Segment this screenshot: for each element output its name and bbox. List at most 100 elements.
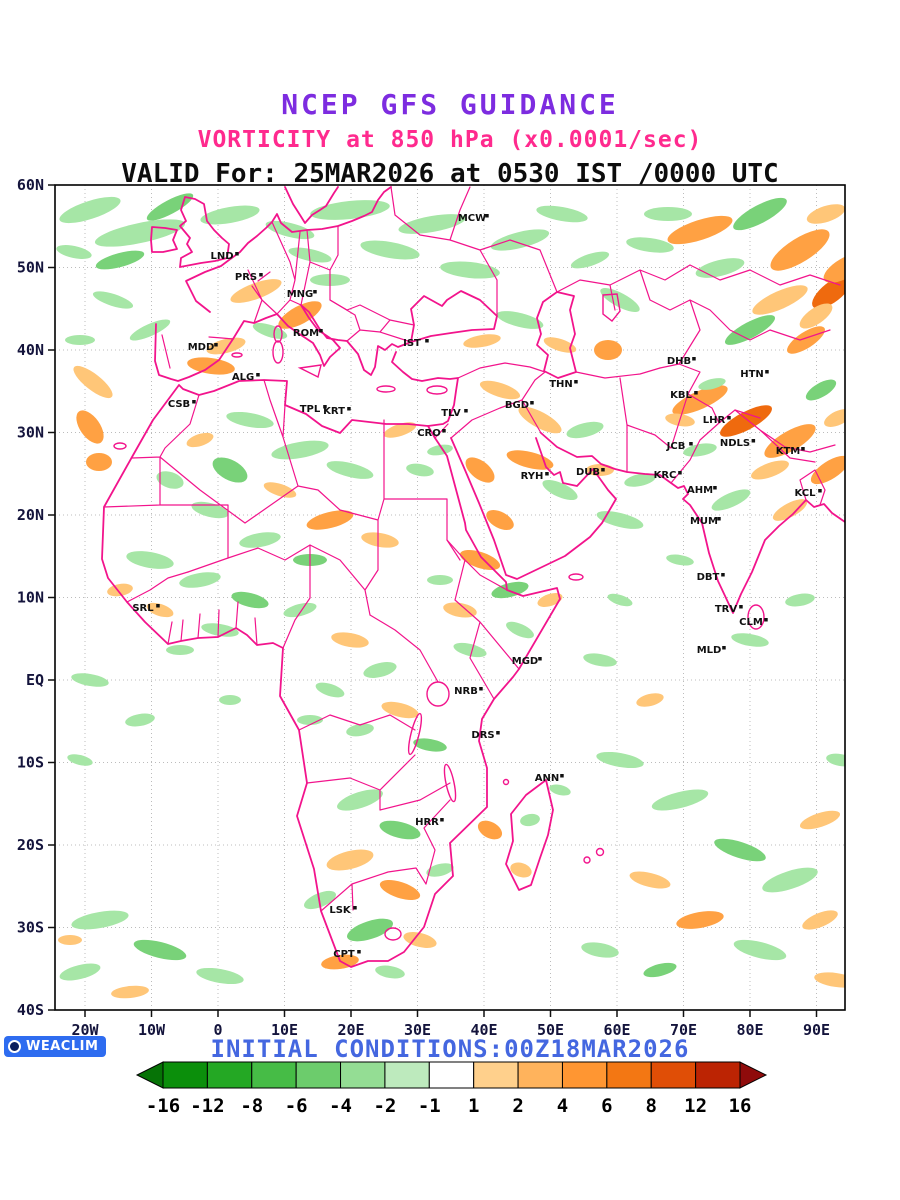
vorticity-blob xyxy=(427,575,453,585)
vorticity-blob xyxy=(231,591,269,609)
colorbar-tick-label: 12 xyxy=(684,1095,707,1117)
vorticity-blob xyxy=(629,871,671,889)
colorbar-right-arrow xyxy=(739,1061,768,1089)
colorbar-segment xyxy=(206,1061,253,1089)
lat-tick-label: 30N xyxy=(17,424,44,442)
city-marker xyxy=(545,472,549,476)
lake-victoria xyxy=(426,681,450,707)
lon-tick-label: 60E xyxy=(603,1021,630,1039)
colorbar-tick-label: -16 xyxy=(146,1095,180,1117)
lon-tick-label: 80E xyxy=(736,1021,763,1039)
initial-conditions-line: INITIAL CONDITIONS:00Z18MAR2026 xyxy=(210,1035,690,1063)
vorticity-blob xyxy=(179,572,221,588)
vorticity-blob xyxy=(453,642,487,658)
coast-levant xyxy=(391,351,459,427)
vorticity-blob xyxy=(73,365,113,399)
coast-arabia xyxy=(450,437,617,580)
city-marker xyxy=(156,604,160,608)
vorticity-blob xyxy=(762,867,818,893)
city-label: LND xyxy=(210,251,233,262)
lat-tick-label: EQ xyxy=(26,671,44,689)
lat-tick-label: 20S xyxy=(17,836,44,854)
city-label: KCL xyxy=(794,488,816,499)
city-marker xyxy=(694,391,698,395)
vorticity-blob xyxy=(477,820,503,840)
city-label: NDLS xyxy=(720,438,750,449)
vorticity-blob xyxy=(111,985,149,999)
lon-tick-label: 10W xyxy=(138,1021,166,1039)
colorbar-segment xyxy=(561,1061,608,1089)
city-label: LHR xyxy=(703,415,726,426)
lat-tick-label: 30S xyxy=(17,919,44,937)
vorticity-blob xyxy=(799,810,841,830)
lat-tick-label: 20N xyxy=(17,506,44,524)
vorticity-blob xyxy=(413,738,447,752)
borders-nw-africa xyxy=(103,379,299,573)
vorticity-blob xyxy=(486,510,514,530)
vorticity-blob xyxy=(406,463,434,477)
vorticity-blob xyxy=(306,510,354,530)
city-label: KBL xyxy=(670,390,692,401)
colorbar-tick-label: 4 xyxy=(557,1095,568,1117)
colorbar-left-arrow xyxy=(135,1061,164,1089)
city-label: CPT xyxy=(333,949,355,960)
lon-tick-label: 0 xyxy=(213,1021,222,1039)
vorticity-blob xyxy=(94,219,186,247)
vorticity-blob xyxy=(443,602,477,618)
city-marker xyxy=(721,573,725,577)
colorbar-tick-label: -8 xyxy=(240,1095,263,1117)
vorticity-blob xyxy=(92,291,134,309)
vorticity-blob xyxy=(542,479,578,501)
city-marker xyxy=(678,471,682,475)
borders-southern-africa xyxy=(306,754,451,912)
vorticity-blob xyxy=(196,967,244,985)
cyprus xyxy=(426,385,448,395)
weaclim-globe-icon xyxy=(8,1040,21,1053)
comoros xyxy=(502,778,510,786)
colorbar-tick-label: -2 xyxy=(373,1095,396,1117)
city-label: ALG xyxy=(232,372,254,383)
colorbar-segment xyxy=(650,1061,697,1089)
vorticity-blob xyxy=(805,379,837,401)
vorticity-blob xyxy=(596,751,644,769)
vorticity-blob xyxy=(129,319,171,341)
vorticity-blob xyxy=(67,754,93,766)
vorticity-blob xyxy=(212,457,248,483)
lon-tick-label: 70E xyxy=(670,1021,697,1039)
city-marker xyxy=(801,447,805,451)
vorticity-blob xyxy=(520,813,540,827)
vorticity-blob xyxy=(71,673,109,687)
vorticity-blob xyxy=(363,662,397,678)
vorticity-blob xyxy=(463,334,501,348)
vorticity-blob xyxy=(465,457,495,483)
borders-pakistan-india xyxy=(659,363,761,484)
vorticity-blob xyxy=(594,340,622,360)
city-label: ANN xyxy=(535,773,559,784)
city-label: MUM xyxy=(690,516,718,527)
vorticity-blob xyxy=(651,789,709,811)
vorticity-blob xyxy=(636,693,664,707)
lat-tick-label: 40S xyxy=(17,1001,44,1019)
vorticity-blob xyxy=(440,261,500,279)
city-marker xyxy=(765,370,769,374)
city-label: JCB xyxy=(666,441,686,452)
vorticity-blob xyxy=(361,532,399,548)
vorticity-blob xyxy=(326,461,374,479)
city-label: RYH xyxy=(521,471,544,482)
vorticity-blob xyxy=(360,240,420,260)
lat-tick-label: 10S xyxy=(17,754,44,772)
city-marker xyxy=(764,618,768,622)
coast-atlantic-europe xyxy=(185,186,392,313)
vorticity-blob xyxy=(86,453,112,471)
colorbar-segment xyxy=(606,1061,652,1089)
vorticity-shading xyxy=(56,193,845,999)
weaclim-logo-text: WEACLIM xyxy=(26,1039,99,1054)
vorticity-blob xyxy=(479,380,521,400)
vorticity-blob xyxy=(596,511,644,529)
vorticity-blob xyxy=(506,621,534,639)
vorticity-blob xyxy=(326,849,374,871)
vorticity-blob xyxy=(125,713,155,727)
vorticity-blob xyxy=(607,593,633,607)
coast-scandinavia xyxy=(284,186,339,224)
